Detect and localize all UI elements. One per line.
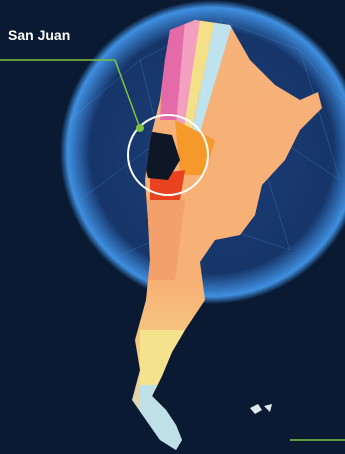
highlight-circle (127, 114, 209, 196)
islands (250, 404, 272, 414)
region-label: San Juan (8, 27, 70, 43)
leader-line (0, 59, 141, 129)
location-dot (136, 124, 144, 132)
